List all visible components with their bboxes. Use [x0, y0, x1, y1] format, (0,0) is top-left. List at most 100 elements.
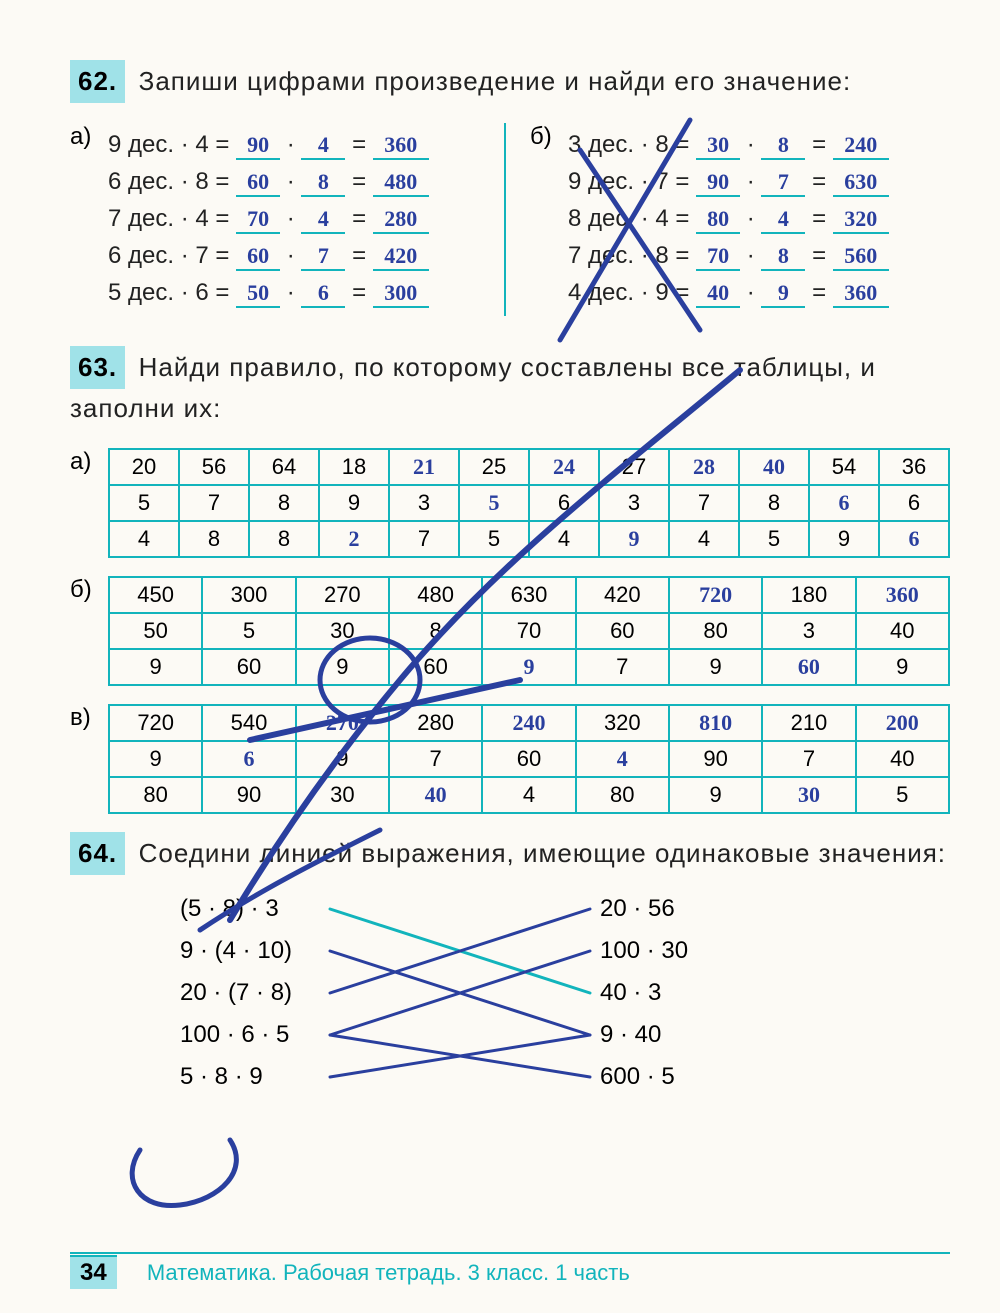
- printed-prefix: 7 дес. · 4 =: [108, 205, 229, 232]
- table-cell: 7: [669, 485, 739, 521]
- data-table: 7205402702802403208102102009697604907408…: [108, 704, 950, 814]
- equation-line: 9 дес. · 4 = 90 · 4 = 360: [108, 131, 490, 160]
- table-cell: 320: [576, 705, 669, 741]
- equation-line: 3 дес. · 8 = 30 · 8 = 240: [568, 131, 950, 160]
- table-cell: 7: [762, 741, 855, 777]
- ex62-header: 62. Запиши цифрами произведение и найди …: [70, 60, 950, 103]
- blank-b: 8: [761, 243, 805, 271]
- match-left-item: 20 · (7 · 8): [180, 979, 440, 1007]
- table-wrap: а)20566418212524272840543657893563786648…: [70, 448, 950, 558]
- table-cell: 60: [202, 649, 295, 685]
- table-cell: 64: [249, 449, 319, 485]
- blank-a: 50: [236, 280, 280, 308]
- table-cell: 9: [669, 777, 762, 813]
- equation-line: 7 дес. · 4 = 70 · 4 = 280: [108, 205, 490, 234]
- table-cell: 4: [576, 741, 669, 777]
- match-left-item: 9 · (4 · 10): [180, 937, 440, 965]
- table-cell: 3: [599, 485, 669, 521]
- table-cell: 360: [856, 577, 949, 613]
- blank-result: 240: [833, 132, 889, 160]
- ex62-label-a: а): [70, 123, 100, 316]
- equation-line: 6 дес. · 8 = 60 · 8 = 480: [108, 168, 490, 197]
- table-cell: 270: [296, 705, 389, 741]
- table-cell: 280: [389, 705, 482, 741]
- ex62-col-a: а) 9 дес. · 4 = 90 · 4 = 360 6 дес. · 8 =…: [70, 123, 506, 316]
- ex62-prompt: Запиши цифрами произведение и найди его …: [139, 66, 852, 96]
- workbook-page: 62. Запиши цифрами произведение и найди …: [0, 0, 1000, 1313]
- footer-text: Математика. Рабочая тетрадь. 3 класс. 1 …: [147, 1260, 630, 1285]
- table-cell: 90: [202, 777, 295, 813]
- table-cell: 7: [389, 521, 459, 557]
- blank-result: 420: [373, 243, 429, 271]
- table-cell: 80: [669, 613, 762, 649]
- table-cell: 5: [459, 521, 529, 557]
- ex62-columns: а) 9 дес. · 4 = 90 · 4 = 360 6 дес. · 8 =…: [70, 123, 950, 316]
- page-footer: 34 Математика. Рабочая тетрадь. 3 класс.…: [70, 1252, 950, 1289]
- table-cell: 9: [809, 521, 879, 557]
- table-cell: 5: [739, 521, 809, 557]
- table-label: а): [70, 448, 100, 476]
- ex64-match-area: (5 · 8) · 39 · (4 · 10)20 · (7 · 8)100 ·…: [70, 895, 950, 1091]
- table-cell: 40: [389, 777, 482, 813]
- table-cell: 5: [202, 613, 295, 649]
- table-cell: 9: [109, 741, 202, 777]
- ex62-col-b: б) 3 дес. · 8 = 30 · 8 = 240 9 дес. · 7 =…: [530, 123, 950, 316]
- table-cell: 420: [576, 577, 669, 613]
- table-cell: 480: [389, 577, 482, 613]
- match-right-item: 600 · 5: [600, 1063, 800, 1091]
- table-cell: 7: [179, 485, 249, 521]
- table-cell: 6: [809, 485, 879, 521]
- table-cell: 180: [762, 577, 855, 613]
- blank-a: 60: [236, 169, 280, 197]
- table-cell: 90: [669, 741, 762, 777]
- table-cell: 4: [669, 521, 739, 557]
- blank-b: 6: [301, 280, 345, 308]
- table-cell: 6: [529, 485, 599, 521]
- blank-a: 60: [236, 243, 280, 271]
- printed-prefix: 6 дес. · 7 =: [108, 242, 229, 269]
- table-cell: 3: [389, 485, 459, 521]
- blank-b: 8: [301, 169, 345, 197]
- ex62-label-b: б): [530, 123, 560, 316]
- table-cell: 80: [576, 777, 669, 813]
- ex63-number: 63.: [70, 346, 125, 389]
- table-cell: 2: [319, 521, 389, 557]
- table-cell: 30: [762, 777, 855, 813]
- table-cell: 40: [856, 613, 949, 649]
- table-cell: 3: [762, 613, 855, 649]
- blank-result: 360: [373, 132, 429, 160]
- table-cell: 8: [179, 521, 249, 557]
- table-cell: 30: [296, 777, 389, 813]
- table-cell: 8: [249, 485, 319, 521]
- table-cell: 300: [202, 577, 295, 613]
- table-cell: 9: [482, 649, 575, 685]
- printed-prefix: 8 дес. · 4 =: [568, 205, 689, 232]
- blank-a: 70: [696, 243, 740, 271]
- printed-prefix: 6 дес. · 8 =: [108, 168, 229, 195]
- blank-a: 90: [236, 132, 280, 160]
- table-cell: 9: [669, 649, 762, 685]
- table-cell: 9: [109, 649, 202, 685]
- printed-prefix: 9 дес. · 7 =: [568, 168, 689, 195]
- equation-line: 4 дес. · 9 = 40 · 9 = 360: [568, 279, 950, 308]
- blank-a: 30: [696, 132, 740, 160]
- blank-result: 560: [833, 243, 889, 271]
- blank-a: 70: [236, 206, 280, 234]
- blank-result: 300: [373, 280, 429, 308]
- table-cell: 20: [109, 449, 179, 485]
- table-cell: 56: [179, 449, 249, 485]
- printed-prefix: 3 дес. · 8 =: [568, 131, 689, 158]
- table-cell: 36: [879, 449, 949, 485]
- table-cell: 9: [599, 521, 669, 557]
- table-cell: 30: [296, 613, 389, 649]
- table-cell: 8: [389, 613, 482, 649]
- printed-prefix: 9 дес. · 4 =: [108, 131, 229, 158]
- ex64-right-col: 20 · 56100 · 3040 · 39 · 40600 · 5: [600, 895, 800, 1091]
- table-cell: 270: [296, 577, 389, 613]
- blank-b: 4: [761, 206, 805, 234]
- table-cell: 7: [389, 741, 482, 777]
- table-cell: 27: [599, 449, 669, 485]
- table-cell: 810: [669, 705, 762, 741]
- table-cell: 28: [669, 449, 739, 485]
- table-cell: 70: [482, 613, 575, 649]
